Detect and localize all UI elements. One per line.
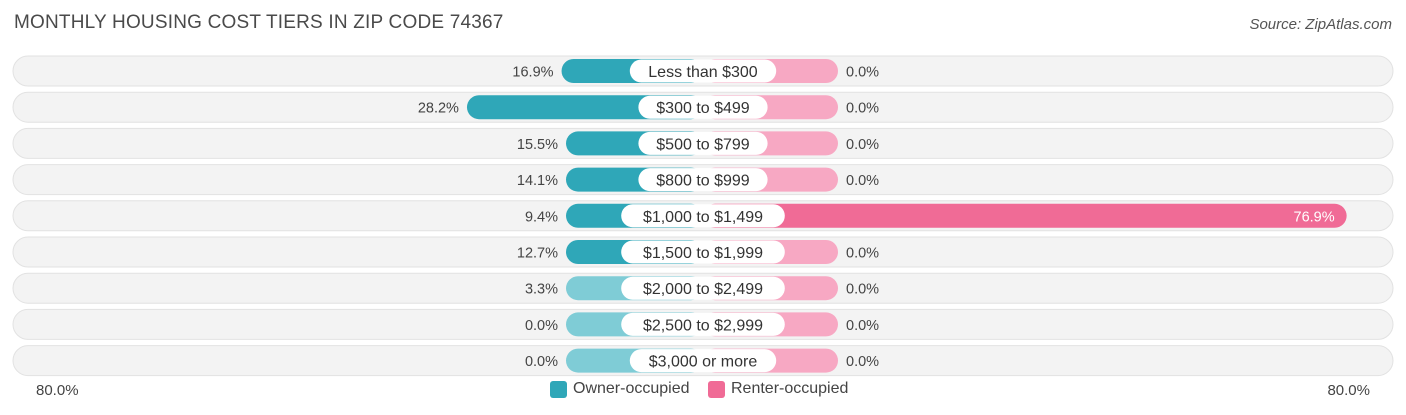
renter-value-label: 0.0% <box>846 246 879 262</box>
source-label: Source: ZipAtlas.com <box>1249 16 1392 33</box>
owner-value-label: 28.2% <box>418 101 459 117</box>
legend-owner-label: Owner-occupied <box>573 380 690 397</box>
chart-area: Less than $300 16.9% 0.0% $300 to $499 28.2%… <box>12 55 1394 377</box>
owner-value-label: 16.9% <box>512 65 553 81</box>
category-pill <box>629 59 777 83</box>
legend-renter-swatch <box>708 380 725 398</box>
category-label: $1,000 to $1,499 <box>643 209 763 226</box>
owner-value-label: 9.4% <box>525 209 558 225</box>
axis-left-label: 80.0% <box>36 382 79 399</box>
legend-renter-label: Renter-occupied <box>731 380 849 397</box>
renter-value-label: 0.0% <box>846 101 879 117</box>
category-pill <box>638 168 768 192</box>
owner-value-label: 3.3% <box>525 282 558 298</box>
category-label: $300 to $499 <box>656 100 750 117</box>
renter-value-label: 0.0% <box>846 282 879 298</box>
renter-value-label: 0.0% <box>846 318 879 334</box>
owner-value-label: 0.0% <box>525 318 558 334</box>
renter-value-label: 0.0% <box>846 173 879 189</box>
category-pill <box>629 349 777 373</box>
category-pill <box>621 204 785 228</box>
owner-value-label: 0.0% <box>525 354 558 370</box>
category-pill <box>621 312 785 336</box>
legend: Owner-occupied Renter-occupied <box>0 380 1406 402</box>
category-pill <box>638 95 768 119</box>
category-pill <box>638 131 768 155</box>
owner-value-label: 15.5% <box>517 137 558 153</box>
renter-value-label: 76.9% <box>1294 209 1335 225</box>
category-label: $3,000 or more <box>649 354 758 371</box>
renter-value-label: 0.0% <box>846 137 879 153</box>
axis-right-label: 80.0% <box>1327 382 1370 399</box>
legend-renter: Renter-occupied <box>708 380 848 398</box>
owner-value-label: 14.1% <box>517 173 558 189</box>
chart-title: MONTHLY HOUSING COST TIERS IN ZIP CODE 7… <box>14 12 504 33</box>
category-label: $500 to $799 <box>656 136 750 153</box>
category-label: $1,500 to $1,999 <box>643 245 763 262</box>
renter-value-label: 0.0% <box>846 354 879 370</box>
category-pill <box>621 276 785 300</box>
category-pill <box>621 240 785 264</box>
category-label: $2,500 to $2,999 <box>643 317 763 334</box>
category-label: $800 to $999 <box>656 173 750 190</box>
legend-owner: Owner-occupied <box>550 380 690 398</box>
category-label: $2,000 to $2,499 <box>643 281 763 298</box>
renter-bar <box>703 203 1347 228</box>
renter-value-label: 0.0% <box>846 65 879 81</box>
owner-value-label: 12.7% <box>517 246 558 262</box>
category-label: Less than $300 <box>648 64 758 81</box>
legend-owner-swatch <box>550 380 567 398</box>
